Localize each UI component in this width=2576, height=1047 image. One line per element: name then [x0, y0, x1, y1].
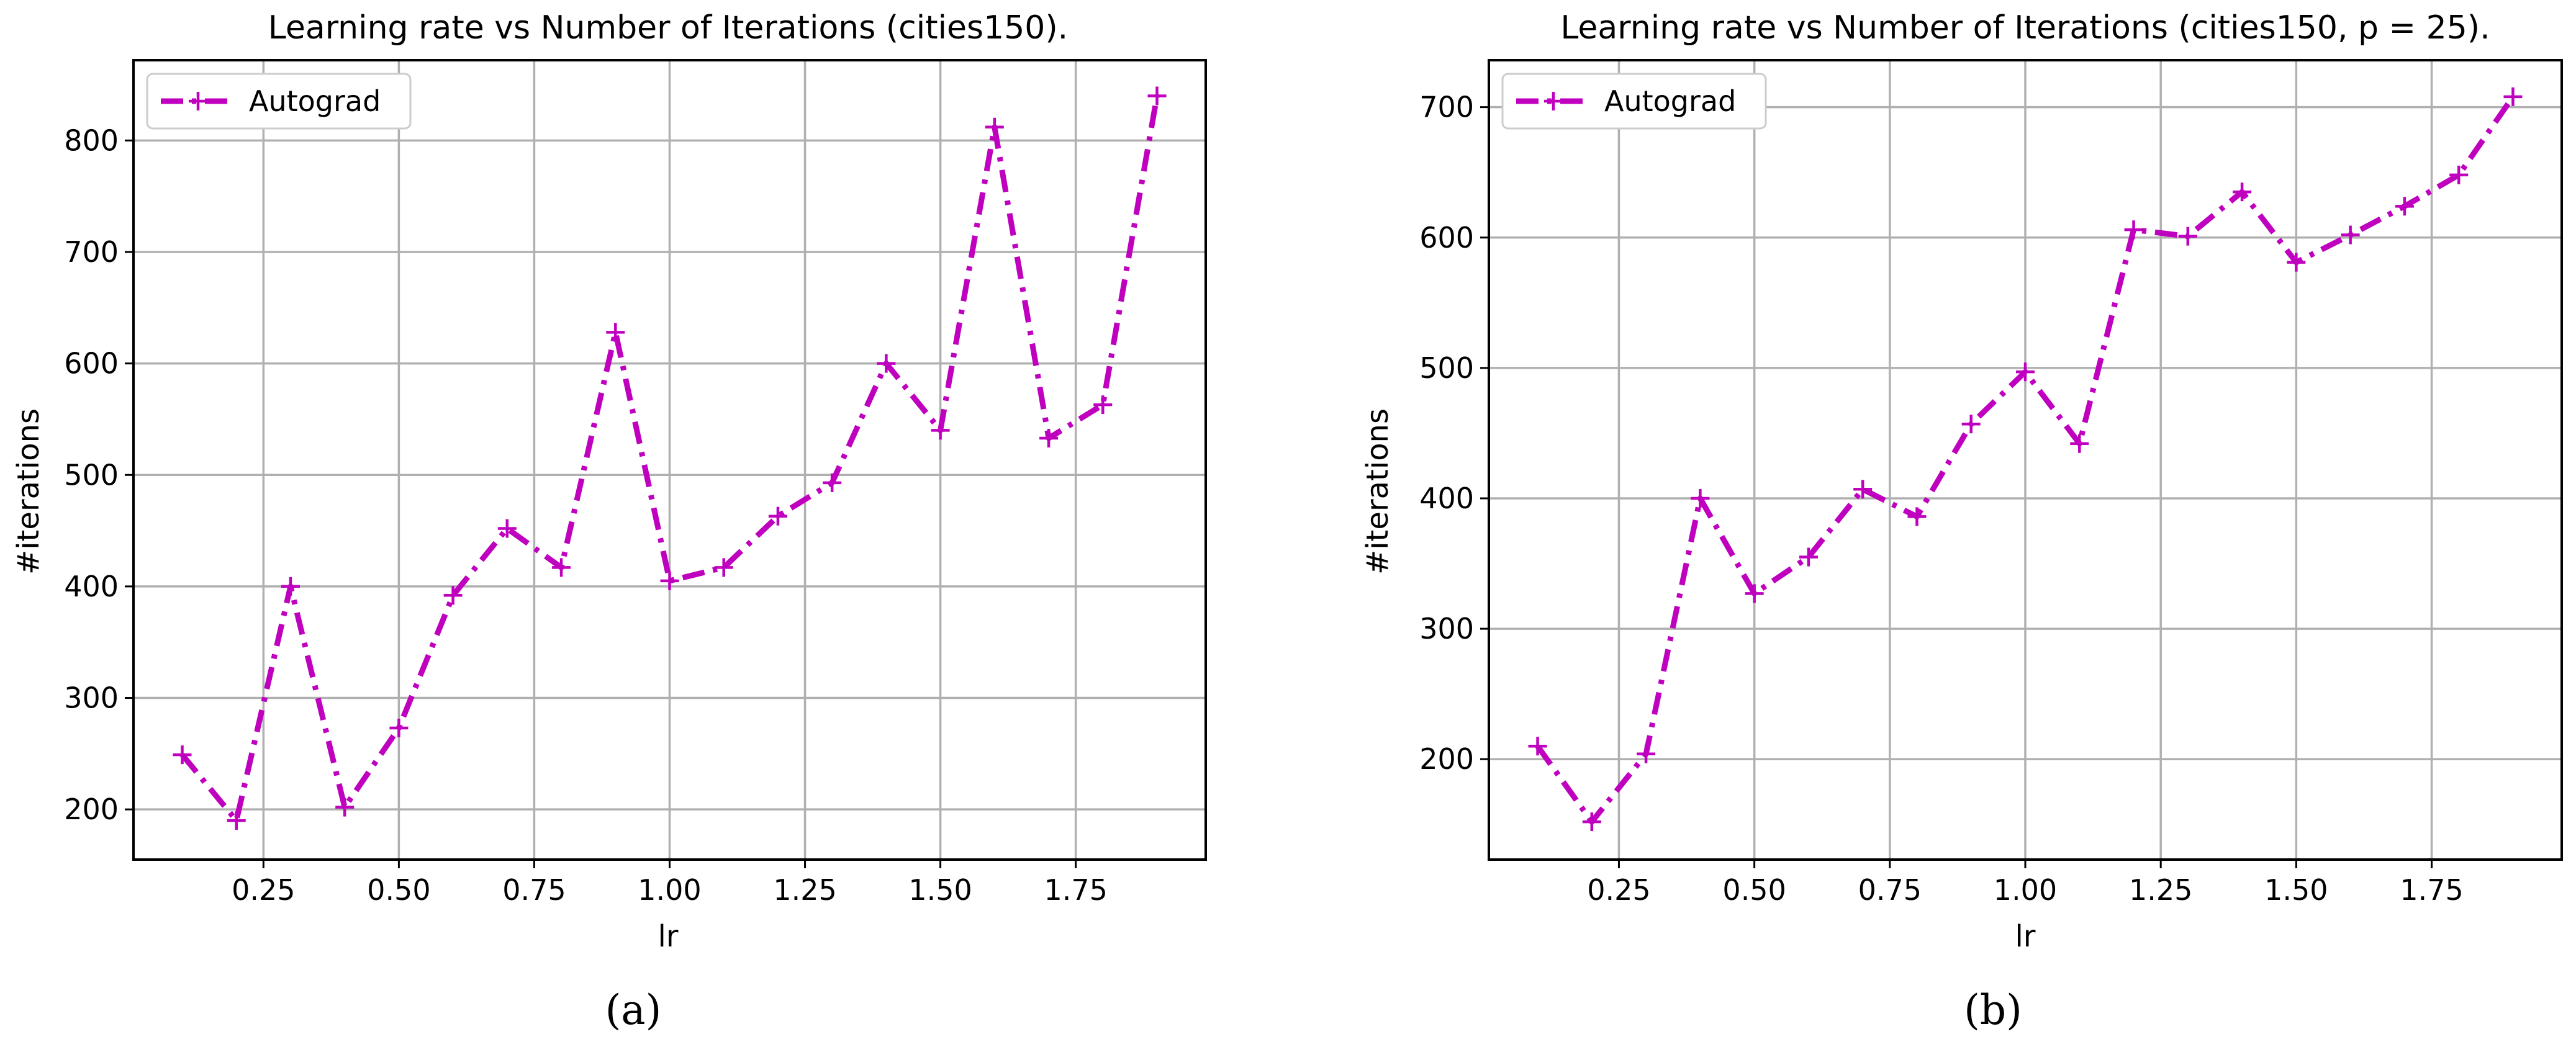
y-axis-label: #iterations [1360, 408, 1395, 575]
chart-panel-a: Learning rate vs Number of Iterations (c… [11, 9, 1207, 1034]
data-point [2178, 227, 2197, 246]
y-axis-label: #iterations [11, 408, 46, 575]
data-point [1799, 547, 1818, 567]
panel-caption: (a) [605, 986, 662, 1034]
x-tick-label: 0.50 [1722, 873, 1786, 907]
data-point [660, 571, 679, 590]
x-tick-label: 1.25 [2129, 873, 2192, 907]
data-point [2016, 362, 2035, 382]
data-point [1528, 737, 1547, 756]
data-point [2449, 165, 2469, 184]
data-point [985, 117, 1004, 137]
data-point [2070, 434, 2089, 453]
data-point [768, 506, 787, 526]
x-tick-label: 0.25 [1587, 873, 1650, 907]
y-tick-label: 200 [64, 793, 119, 826]
data-point [2395, 197, 2414, 216]
legend-label: Autograd [249, 84, 381, 118]
chart-title: Learning rate vs Number of Iterations (c… [268, 9, 1068, 47]
data-point [1907, 507, 1927, 526]
data-point [931, 421, 950, 440]
x-axis-label: lr [2015, 919, 2035, 954]
axes-frame [132, 59, 1207, 861]
y-tick-label: 700 [1419, 91, 1474, 124]
data-point [2287, 253, 2306, 272]
y-tick-label: 700 [64, 235, 119, 269]
data-point [2124, 220, 2143, 240]
x-tick-label: 1.00 [1994, 873, 2057, 907]
axes-frame [1488, 59, 2563, 861]
y-tick-label: 500 [1419, 351, 1474, 385]
data-point [2341, 225, 2360, 245]
data-point [497, 519, 517, 538]
data-point [281, 577, 300, 596]
data-point [823, 473, 842, 492]
data-point [173, 745, 192, 765]
data-point [1961, 415, 1981, 434]
y-tick-label: 300 [1419, 612, 1474, 645]
legend: Autograd [146, 73, 412, 130]
chart-panel-b: Learning rate vs Number of Iterations (c… [1360, 9, 2563, 1034]
y-tick-label: 600 [64, 347, 119, 380]
data-point [227, 811, 246, 830]
x-tick-label: 1.50 [2264, 873, 2328, 907]
x-tick-label: 0.25 [232, 873, 295, 907]
data-point [1637, 744, 1656, 763]
data-point [1853, 480, 1873, 499]
data-point [2503, 87, 2523, 106]
x-tick-label: 0.75 [502, 873, 566, 907]
data-point [1691, 488, 1710, 508]
data-point [552, 558, 571, 577]
ticks: 0.25 0.50 0.75 1.00 1.25 1.50 1.75 200 300 400 500… [1419, 91, 2464, 907]
series-autograd [1528, 87, 2523, 832]
y-tick-label: 600 [1419, 221, 1474, 254]
y-tick-label: 300 [64, 681, 119, 715]
data-point [1582, 812, 1601, 832]
x-tick-label: 1.75 [1044, 873, 1107, 907]
data-point [443, 586, 463, 605]
data-point [714, 558, 733, 577]
y-tick-label: 500 [64, 458, 119, 492]
x-axis-label: lr [658, 919, 678, 954]
legend: Autograd [1501, 73, 1767, 130]
chart-title: Learning rate vs Number of Iterations (c… [1560, 9, 2490, 47]
panel-caption: (b) [1964, 986, 2022, 1034]
y-tick-label: 800 [64, 124, 119, 157]
legend-label: Autograd [1604, 84, 1736, 118]
series-autograd [173, 86, 1167, 830]
legend-box [1501, 73, 1767, 130]
data-point [1147, 86, 1167, 106]
data-point [1039, 428, 1059, 447]
x-tick-label: 1.50 [908, 873, 972, 907]
data-point [2233, 182, 2252, 202]
x-tick-label: 1.00 [638, 873, 701, 907]
y-tick-label: 400 [1419, 482, 1474, 515]
data-point [335, 798, 355, 817]
y-tick-label: 400 [64, 570, 119, 603]
data-point [389, 719, 409, 738]
x-tick-label: 0.50 [367, 873, 430, 907]
data-point [606, 323, 625, 342]
data-point [1093, 395, 1113, 415]
data-point [1745, 584, 1764, 603]
grid [1489, 60, 2562, 860]
data-point [877, 354, 896, 373]
x-tick-label: 1.75 [2400, 873, 2463, 907]
legend-box [146, 73, 412, 130]
x-tick-label: 1.25 [773, 873, 836, 907]
x-tick-label: 0.75 [1858, 873, 1922, 907]
ticks: 0.25 0.50 0.75 1.00 1.25 1.50 1.75 200 300 400 500… [64, 124, 1108, 907]
y-tick-label: 200 [1419, 742, 1474, 776]
